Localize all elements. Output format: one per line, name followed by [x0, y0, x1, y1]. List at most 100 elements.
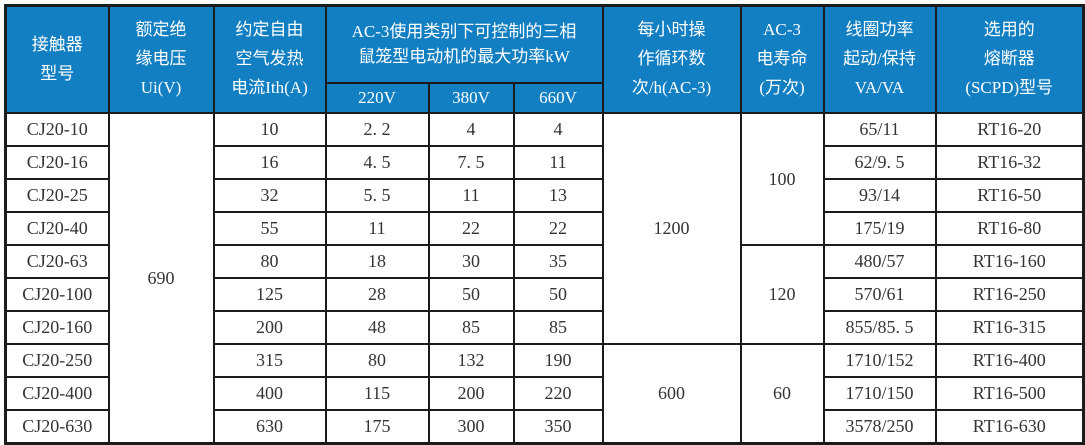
cell-insulation-voltage: 690 — [107, 112, 215, 445]
cell-coil: 65/11 — [822, 112, 937, 148]
cell-life-100: 100 — [739, 112, 825, 247]
table-header: 接触器 型号 额定绝 缘电压 Ui(V) 约定自由 空气发热 电流Ith(A) … — [4, 4, 1085, 115]
cell-p380: 85 — [427, 310, 515, 346]
cell-p220: 28 — [324, 277, 430, 313]
cell-cycles-600: 600 — [601, 343, 742, 445]
cell-model: CJ20-25 — [4, 178, 110, 214]
cell-fuse: RT16-400 — [934, 343, 1085, 379]
cell-model: CJ20-250 — [4, 343, 110, 379]
cell-p220: 48 — [324, 310, 430, 346]
cell-ith: 630 — [212, 409, 327, 445]
cell-p660: 22 — [512, 211, 604, 247]
cell-p220: 175 — [324, 409, 430, 445]
cell-p380: 11 — [427, 178, 515, 214]
cell-coil: 480/57 — [822, 244, 937, 280]
col-header-max-power-group: AC-3使用类别下可控制的三相 鼠笼型电动机的最大功率kW — [324, 4, 604, 84]
table-row: CJ20-10 690 10 2. 2 4 4 1200 100 65/11 R… — [4, 112, 1085, 445]
cell-model: CJ20-63 — [4, 244, 110, 280]
table-row: CJ20-16 16 4. 5 7. 5 11 62/9. 5 RT16-32 — [4, 145, 1085, 181]
cell-p380: 200 — [427, 376, 515, 412]
cell-model: CJ20-160 — [4, 310, 110, 346]
cell-p380: 300 — [427, 409, 515, 445]
table-row: CJ20-250 315 80 132 190 600 60 1710/152 … — [4, 343, 1085, 445]
cell-p380: 7. 5 — [427, 145, 515, 181]
col-header-electrical-life: AC-3 电寿命 (万次) — [739, 4, 825, 115]
table-row: CJ20-63 80 18 30 35 120 480/57 RT16-160 — [4, 244, 1085, 346]
cell-p220: 4. 5 — [324, 145, 430, 181]
cell-p660: 220 — [512, 376, 604, 412]
cell-ith: 400 — [212, 376, 327, 412]
cell-p660: 350 — [512, 409, 604, 445]
cell-p220: 5. 5 — [324, 178, 430, 214]
cell-fuse: RT16-250 — [934, 277, 1085, 313]
cell-ith: 16 — [212, 145, 327, 181]
header-row-sub: 220V 380V 660V — [6, 81, 1084, 115]
cell-p660: 35 — [512, 244, 604, 280]
contactor-spec-table: 接触器 型号 额定绝 缘电压 Ui(V) 约定自由 空气发热 电流Ith(A) … — [4, 4, 1085, 445]
cell-model: CJ20-100 — [4, 277, 110, 313]
cell-fuse: RT16-160 — [934, 244, 1085, 280]
cell-p380: 4 — [427, 112, 515, 148]
cell-ith: 200 — [212, 310, 327, 346]
col-header-fuse: 选用的 熔断器 (SCPD)型号 — [934, 4, 1085, 115]
table-row: CJ20-630 630 175 300 350 3578/250 RT16-6… — [4, 409, 1085, 445]
cell-fuse: RT16-20 — [934, 112, 1085, 148]
col-header-thermal-current: 约定自由 空气发热 电流Ith(A) — [212, 4, 327, 115]
cell-p380: 132 — [427, 343, 515, 379]
col-header-coil-power: 线圈功率 起动/保持 VA/VA — [822, 4, 937, 115]
cell-coil: 1710/152 — [822, 343, 937, 379]
col-header-380v: 380V — [427, 81, 515, 115]
cell-p660: 85 — [512, 310, 604, 346]
table-row: CJ20-100 125 28 50 50 570/61 RT16-250 — [4, 277, 1085, 313]
cell-ith: 315 — [212, 343, 327, 379]
col-header-insulation-voltage: 额定绝 缘电压 Ui(V) — [107, 4, 215, 115]
cell-p380: 30 — [427, 244, 515, 280]
cell-ith: 32 — [212, 178, 327, 214]
cell-model: CJ20-16 — [4, 145, 110, 181]
cell-fuse: RT16-80 — [934, 211, 1085, 247]
col-header-220v: 220V — [324, 81, 430, 115]
cell-life-120: 120 — [739, 244, 825, 346]
cell-ith: 125 — [212, 277, 327, 313]
cell-ith: 80 — [212, 244, 327, 280]
cell-coil: 62/9. 5 — [822, 145, 937, 181]
cell-coil: 1710/150 — [822, 376, 937, 412]
table-row: CJ20-25 32 5. 5 11 13 93/14 RT16-50 — [4, 178, 1085, 214]
header-row-top: 接触器 型号 额定绝 缘电压 Ui(V) 约定自由 空气发热 电流Ith(A) … — [4, 4, 1085, 115]
cell-p220: 2. 2 — [324, 112, 430, 148]
cell-p660: 50 — [512, 277, 604, 313]
col-header-model: 接触器 型号 — [4, 4, 110, 115]
cell-fuse: RT16-500 — [934, 376, 1085, 412]
col-header-660v: 660V — [512, 81, 604, 115]
cell-ith: 55 — [212, 211, 327, 247]
cell-coil: 175/19 — [822, 211, 937, 247]
cell-fuse: RT16-50 — [934, 178, 1085, 214]
cell-coil: 570/61 — [822, 277, 937, 313]
cell-fuse: RT16-32 — [934, 145, 1085, 181]
cell-p660: 11 — [512, 145, 604, 181]
table-row: CJ20-40 55 11 22 22 175/19 RT16-80 — [4, 211, 1085, 247]
table-body: CJ20-10 690 10 2. 2 4 4 1200 100 65/11 R… — [4, 112, 1085, 445]
cell-p220: 115 — [324, 376, 430, 412]
cell-model: CJ20-400 — [4, 376, 110, 412]
cell-fuse: RT16-315 — [934, 310, 1085, 346]
cell-model: CJ20-40 — [4, 211, 110, 247]
cell-p660: 4 — [512, 112, 604, 148]
cell-p660: 190 — [512, 343, 604, 379]
cell-model: CJ20-10 — [4, 112, 110, 148]
cell-p220: 18 — [324, 244, 430, 280]
cell-coil: 93/14 — [822, 178, 937, 214]
cell-fuse: RT16-630 — [934, 409, 1085, 445]
contactor-spec-table-wrapper: 接触器 型号 额定绝 缘电压 Ui(V) 约定自由 空气发热 电流Ith(A) … — [4, 4, 1085, 445]
cell-coil: 855/85. 5 — [822, 310, 937, 346]
cell-coil: 3578/250 — [822, 409, 937, 445]
cell-ith: 10 — [212, 112, 327, 148]
cell-p220: 80 — [324, 343, 430, 379]
cell-p660: 13 — [512, 178, 604, 214]
table-row: CJ20-160 200 48 85 85 855/85. 5 RT16-315 — [4, 310, 1085, 346]
cell-life-60: 60 — [739, 343, 825, 445]
col-header-cycles-per-hour: 每小时操 作循环数 次/h(AC-3) — [601, 4, 742, 115]
cell-p220: 11 — [324, 211, 430, 247]
cell-p380: 50 — [427, 277, 515, 313]
cell-model: CJ20-630 — [4, 409, 110, 445]
